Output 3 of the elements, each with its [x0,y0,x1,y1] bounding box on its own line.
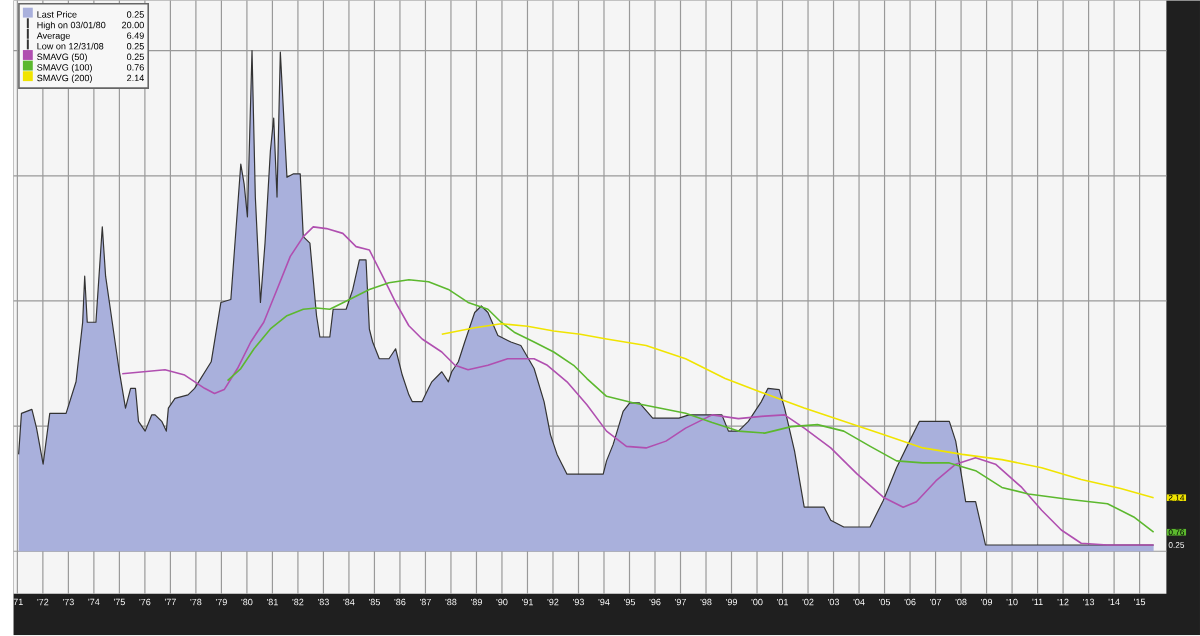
line-series [121,226,1155,547]
line-series [226,279,1155,534]
line-series [440,323,1155,499]
